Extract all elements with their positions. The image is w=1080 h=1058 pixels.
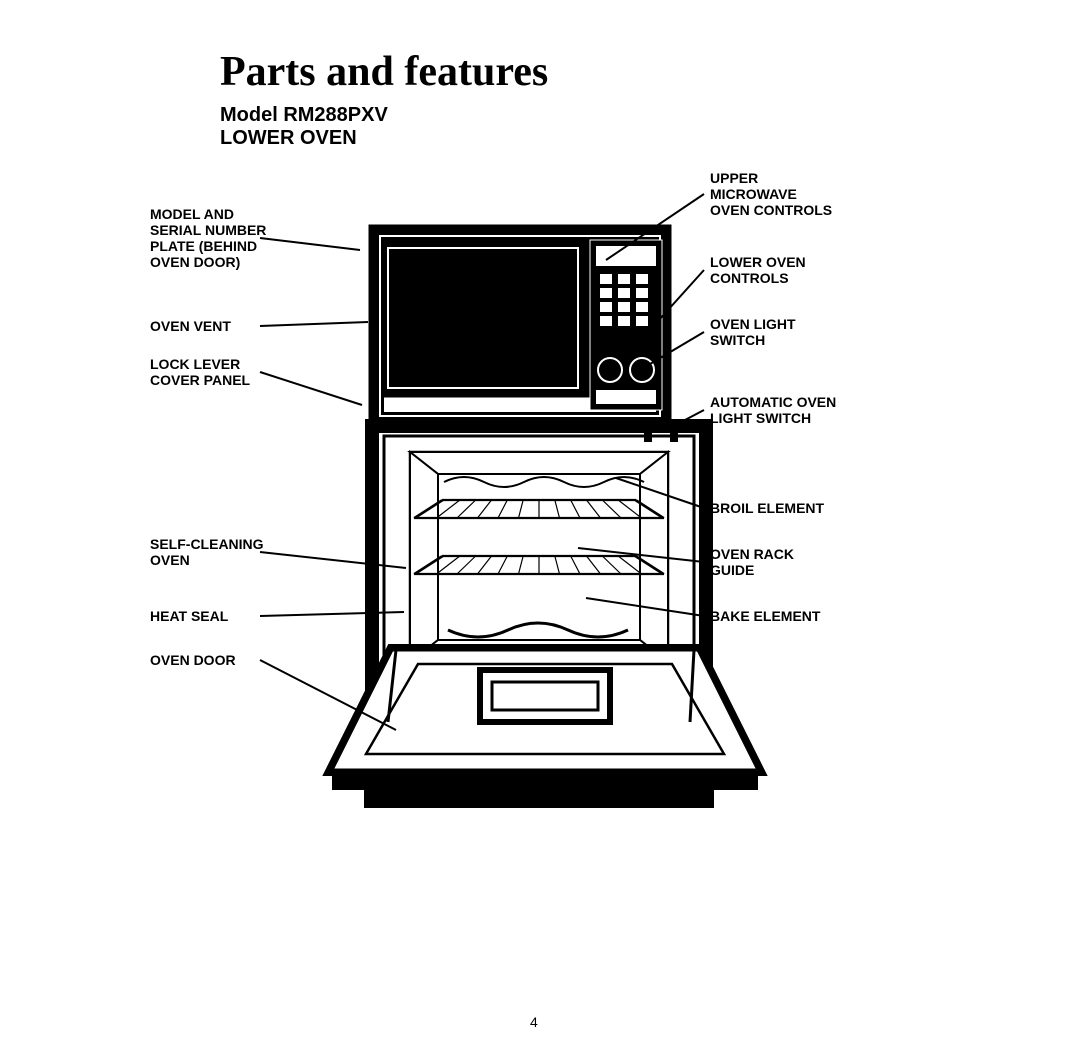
model-subtitle: Model RM288PXV LOWER OVEN [220, 104, 388, 150]
label-lock-lever-line: LOCK LEVER [150, 356, 250, 372]
label-model-plate: MODEL ANDSERIAL NUMBERPLATE (behindoven … [150, 206, 266, 270]
label-lower-controls: LOWER OVENCONTROLS [710, 254, 806, 286]
label-heat-seal: HEAT SEAL [150, 608, 228, 624]
label-auto-light-line: AUTOMATIC OVEN [710, 394, 836, 410]
model-number: Model RM288PXV [220, 104, 388, 127]
label-bake-element-line: BAKE ELEMENT [710, 608, 820, 624]
label-lock-lever-line: COVER PANEL [150, 372, 250, 388]
label-broil-element: BROIL ELEMENT [710, 500, 824, 516]
label-oven-light-line: SWITCH [710, 332, 796, 348]
label-oven-rack: OVEN RACKGUIDE [710, 546, 794, 578]
label-model-plate-line: PLATE (behind [150, 238, 266, 254]
label-oven-light-line: OVEN LIGHT [710, 316, 796, 332]
label-oven-rack-line: GUIDE [710, 562, 794, 578]
label-self-cleaning-line: SELF-CLEANING [150, 536, 264, 552]
label-auto-light: AUTOMATIC OVENLIGHT SWITCH [710, 394, 836, 426]
model-oven: LOWER OVEN [220, 127, 388, 150]
label-heat-seal-line: HEAT SEAL [150, 608, 228, 624]
label-self-cleaning: SELF-CLEANINGOVEN [150, 536, 264, 568]
label-oven-vent: OVEN VENT [150, 318, 231, 334]
parts-diagram: MODEL ANDSERIAL NUMBERPLATE (behindoven … [150, 170, 930, 950]
label-upper-microwave: UPPERMICROWAVEOVEN CONTROLS [710, 170, 832, 218]
oven-illustration [150, 170, 930, 950]
label-auto-light-line: LIGHT SWITCH [710, 410, 836, 426]
label-lock-lever: LOCK LEVERCOVER PANEL [150, 356, 250, 388]
label-model-plate-line: SERIAL NUMBER [150, 222, 266, 238]
label-lower-controls-line: CONTROLS [710, 270, 806, 286]
label-model-plate-line: oven door) [150, 254, 266, 270]
label-model-plate-line: MODEL AND [150, 206, 266, 222]
page-title: Parts and features [220, 48, 548, 96]
label-upper-microwave-line: UPPER [710, 170, 832, 186]
label-oven-light: OVEN LIGHTSWITCH [710, 316, 796, 348]
label-oven-door: OVEN DOOR [150, 652, 236, 668]
label-upper-microwave-line: OVEN CONTROLS [710, 202, 832, 218]
label-self-cleaning-line: OVEN [150, 552, 264, 568]
label-bake-element: BAKE ELEMENT [710, 608, 820, 624]
label-lower-controls-line: LOWER OVEN [710, 254, 806, 270]
leader-lines [150, 170, 930, 950]
label-oven-rack-line: OVEN RACK [710, 546, 794, 562]
label-oven-vent-line: OVEN VENT [150, 318, 231, 334]
label-broil-element-line: BROIL ELEMENT [710, 500, 824, 516]
page-number: 4 [530, 1014, 538, 1030]
label-upper-microwave-line: MICROWAVE [710, 186, 832, 202]
label-oven-door-line: OVEN DOOR [150, 652, 236, 668]
